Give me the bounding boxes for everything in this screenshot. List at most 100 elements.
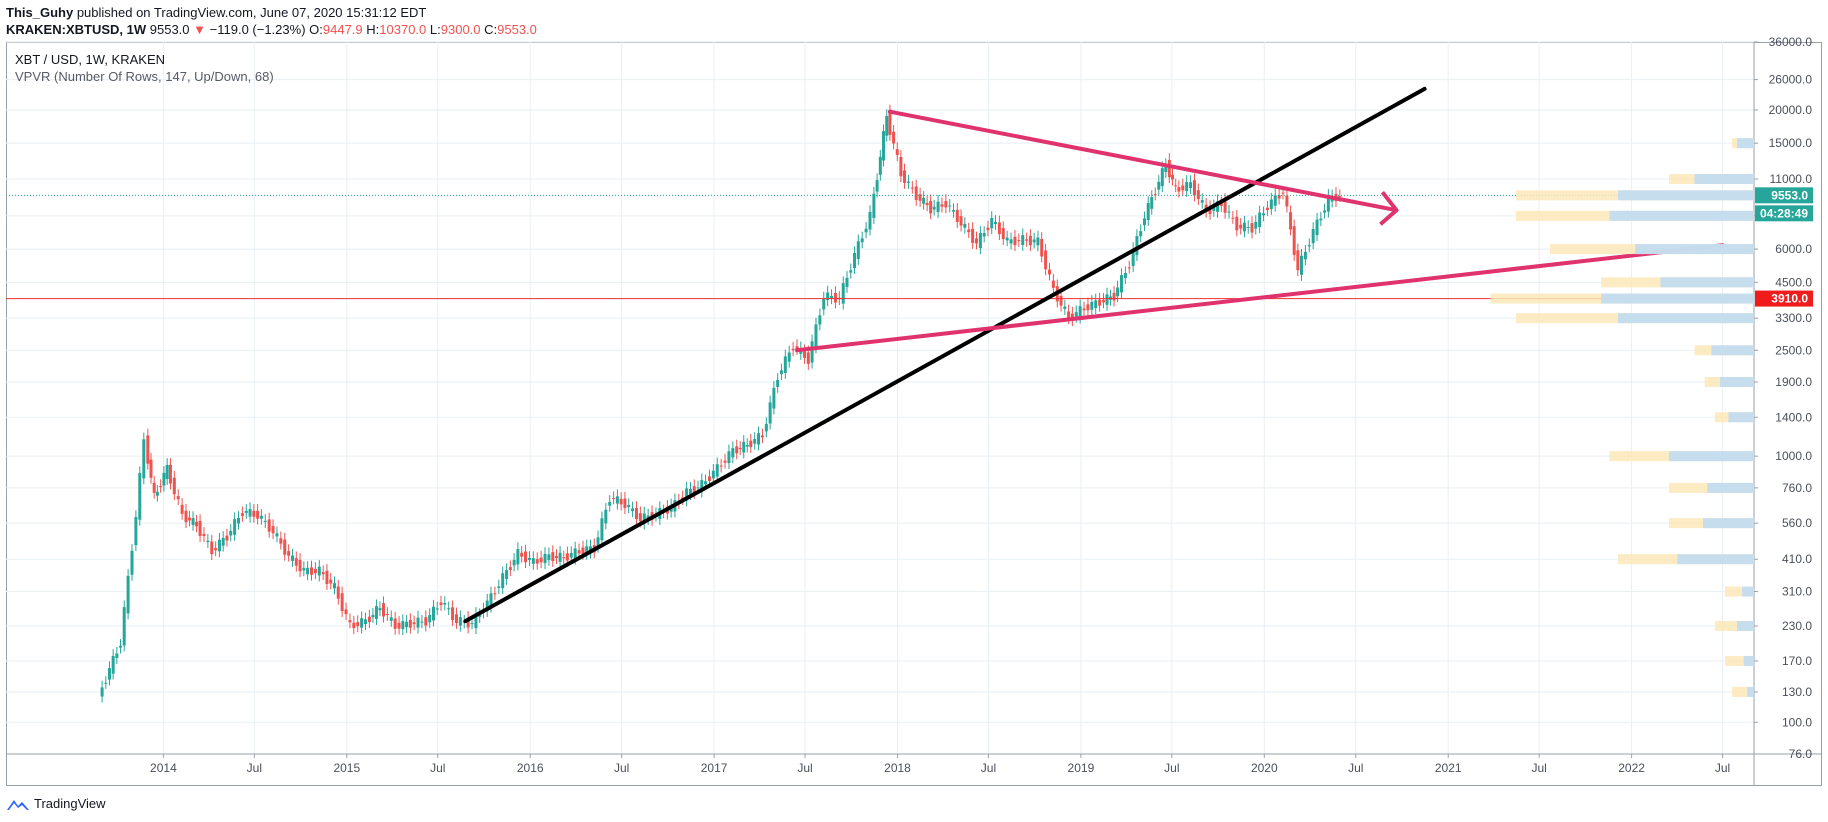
x-tick-label: Jul — [1164, 761, 1179, 775]
tradingview-logo-icon — [7, 799, 29, 810]
candle-body — [1265, 207, 1269, 211]
vpvr-legend[interactable]: VPVR (Number Of Rows, 147, Up/Down, 68) — [15, 69, 274, 84]
candle-body — [412, 622, 416, 625]
candle-body — [279, 538, 283, 544]
candle-body — [1196, 190, 1200, 200]
candle-body — [134, 517, 138, 546]
candle-body — [845, 277, 849, 288]
vpvr-bar-up — [1694, 174, 1754, 185]
candle-body — [443, 602, 447, 605]
x-tick-label: 2014 — [150, 761, 177, 775]
vpvr-bar-up — [1707, 482, 1754, 493]
candle-body — [1269, 199, 1273, 209]
candle-body — [221, 537, 225, 546]
candle-body — [1258, 212, 1262, 228]
candle-body — [803, 351, 807, 358]
candle-body — [849, 270, 853, 273]
candle-body — [738, 447, 742, 450]
x-tick-label: 2017 — [701, 761, 728, 775]
candle-body — [195, 521, 199, 527]
candle-body — [416, 617, 420, 628]
y-tick-label: 20000.0 — [1769, 103, 1813, 117]
vpvr-bar-up — [1601, 293, 1754, 304]
candle-body — [1273, 195, 1277, 206]
candle-body — [569, 552, 573, 558]
candle-body — [1017, 240, 1021, 242]
candle-body — [558, 552, 562, 562]
candle-body — [1150, 197, 1154, 209]
x-tick-label: Jul — [247, 761, 262, 775]
candle-body — [202, 533, 206, 537]
candle-body — [856, 241, 860, 259]
candle-body — [700, 480, 704, 492]
symbol-info: KRAKEN:XBTUSD, 1W 9553.0 ▼ −119.0 (−1.23… — [6, 22, 537, 37]
candle-body — [225, 535, 229, 541]
brand[interactable]: TradingView — [34, 796, 106, 811]
candle-body — [271, 526, 275, 534]
candle-body — [119, 645, 123, 648]
author[interactable]: This_Guhy — [6, 5, 74, 20]
candle-body — [1021, 235, 1025, 245]
candle-body — [1185, 181, 1189, 192]
x-tick-label: 2020 — [1251, 761, 1278, 775]
candle-body — [1146, 203, 1150, 221]
candle-body — [321, 572, 325, 575]
publish-info: This_Guhy published on TradingView.com, … — [6, 5, 426, 20]
x-tick-label: Jul — [1348, 761, 1363, 775]
candle-body — [149, 459, 153, 478]
candle-body — [172, 477, 176, 495]
candle-body — [1013, 236, 1017, 246]
candle-body — [791, 348, 795, 351]
candle-body — [914, 186, 918, 200]
candle-body — [501, 573, 505, 589]
candle-body — [868, 211, 872, 230]
candle-body — [405, 621, 409, 628]
vpvr-bar-up — [1720, 376, 1754, 387]
candle-body — [1239, 224, 1243, 229]
candle-body — [198, 520, 202, 536]
candle-body — [1164, 165, 1168, 173]
candle-body — [374, 606, 378, 620]
candle-body — [885, 116, 889, 136]
candle-body — [126, 575, 130, 614]
candle-body — [385, 613, 389, 615]
candle-body — [317, 566, 321, 576]
candle-body — [1219, 203, 1223, 206]
candle-body — [1047, 269, 1051, 275]
candle-body — [233, 519, 237, 535]
candle-body — [1200, 200, 1204, 203]
candle-body — [551, 552, 555, 562]
countdown-label: 04:28:49 — [1760, 206, 1808, 220]
y-tick-label: 4500.0 — [1775, 275, 1812, 289]
candle-body — [229, 530, 233, 536]
y-tick-label: 2500.0 — [1775, 343, 1812, 357]
candle-body — [497, 586, 501, 588]
candle-body — [1296, 250, 1300, 271]
candle-body — [1208, 207, 1212, 215]
candle-body — [381, 603, 385, 617]
candle-body — [1005, 237, 1009, 241]
candle-body — [340, 593, 344, 612]
candle-body — [814, 324, 818, 348]
candle-body — [256, 510, 260, 519]
black-trendline — [463, 86, 1427, 624]
candle-body — [1246, 227, 1250, 229]
candle-body — [360, 618, 364, 628]
y-tick-label: 130.0 — [1782, 685, 1812, 699]
candle-body — [524, 551, 528, 563]
candle-body — [760, 435, 764, 438]
x-tick-label: 2021 — [1435, 761, 1462, 775]
y-tick-label: 100.0 — [1782, 715, 1812, 729]
candle-body — [685, 488, 689, 501]
candle-body — [872, 193, 876, 218]
candle-body — [508, 567, 512, 571]
candle-body — [577, 550, 581, 554]
candle-body — [735, 446, 739, 454]
y-tick-label: 6000.0 — [1775, 242, 1812, 256]
candle-body — [1177, 187, 1181, 192]
candle-body — [1009, 239, 1013, 244]
candle-body — [1189, 182, 1193, 189]
candle-body — [1315, 219, 1319, 236]
candle-body — [745, 445, 749, 447]
